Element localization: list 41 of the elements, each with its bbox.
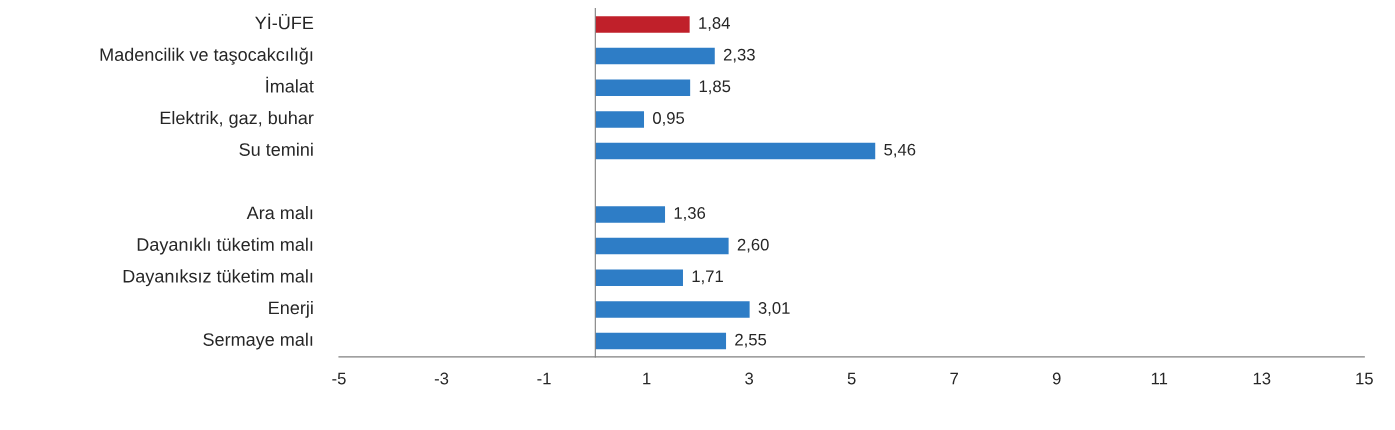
data-label: 1,36 (674, 207, 706, 221)
bar (595, 16, 690, 33)
bar (595, 47, 715, 65)
data-label: 1,85 (699, 80, 731, 95)
data-label: 1,84 (699, 17, 730, 31)
x-tick-label: -5 (332, 372, 346, 385)
y-tick-label: Su temini (239, 142, 313, 156)
bar (595, 79, 691, 96)
bar (595, 269, 683, 286)
y-tick-label: Yİ-ÜFE (255, 13, 314, 30)
bar (595, 111, 645, 128)
x-tick-label: 11 (1151, 372, 1168, 385)
bar (595, 301, 750, 318)
data-label: 2,60 (737, 238, 769, 253)
x-tick-label: 1 (643, 372, 651, 385)
data-label: 2,33 (723, 48, 755, 63)
y-tick-label: İmalat (266, 76, 314, 93)
data-label: 1,71 (692, 270, 723, 285)
bar (595, 332, 727, 350)
x-tick-label: 9 (1052, 372, 1061, 385)
y-tick-label: Enerji (269, 300, 313, 318)
y-tick-label: Sermaye malı (203, 332, 313, 350)
x-tick-label: -3 (434, 372, 449, 385)
y-tick-label: Dayanıksız tüketim malı (123, 269, 313, 287)
bar (595, 237, 729, 255)
x-tick-label: 7 (950, 372, 958, 385)
y-tick-label: Dayanıklı tüketim malı (137, 237, 313, 255)
y-tick-label: Ara malı (246, 206, 313, 220)
bar (595, 206, 666, 223)
y-tick-label: Elektrik, gaz, buhar (160, 111, 314, 128)
data-label: 3,01 (758, 302, 790, 316)
data-label: 0,95 (653, 112, 685, 126)
data-label: 2,55 (735, 333, 767, 348)
data-label: 5,46 (884, 143, 916, 158)
x-tick-label: 13 (1253, 372, 1271, 385)
y-tick-label: Madencilik ve taşocakcılığı (100, 47, 313, 65)
x-tick-label: 15 (1356, 372, 1373, 385)
bar (595, 142, 876, 160)
x-tick-label: 3 (745, 372, 754, 385)
x-tick-label: -1 (537, 372, 551, 385)
x-tick-label: 5 (847, 372, 856, 385)
